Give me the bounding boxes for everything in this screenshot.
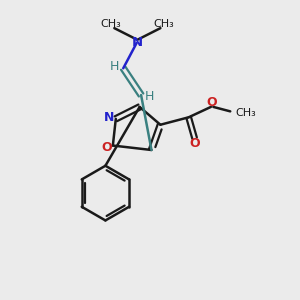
Text: CH₃: CH₃ — [100, 19, 121, 29]
Text: O: O — [101, 140, 112, 154]
Text: N: N — [104, 111, 115, 124]
Text: CH₃: CH₃ — [154, 19, 174, 29]
Text: H: H — [145, 90, 154, 103]
Text: N: N — [132, 36, 143, 49]
Text: H: H — [110, 60, 120, 73]
Text: O: O — [206, 96, 217, 109]
Text: CH₃: CH₃ — [236, 108, 256, 118]
Text: O: O — [189, 137, 200, 150]
